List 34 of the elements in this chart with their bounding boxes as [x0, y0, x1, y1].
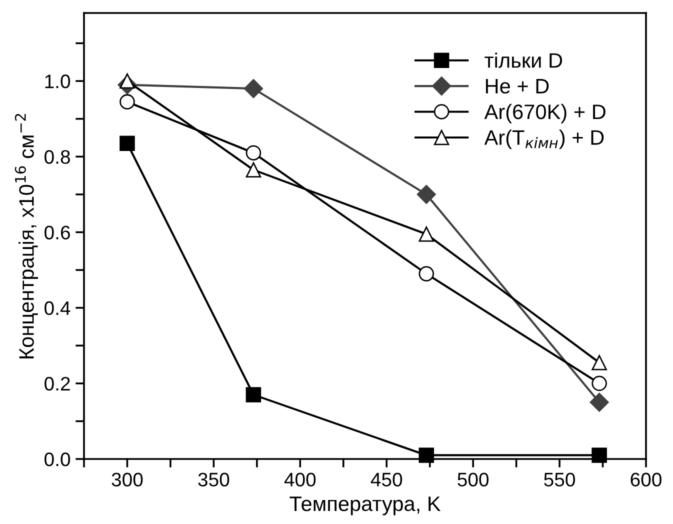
point: [590, 392, 609, 412]
y-tick-label: 0.0: [44, 452, 70, 466]
point: [120, 94, 135, 110]
y-tick-label: 0.2: [44, 376, 70, 391]
point: [120, 136, 135, 152]
point: [244, 79, 263, 98]
x-tick-label: 500: [458, 472, 489, 486]
point: [246, 387, 262, 402]
legend-label: тільки D: [484, 52, 562, 68]
point: [418, 266, 434, 282]
y-tick-label: 0.4: [44, 301, 70, 316]
point: [592, 354, 607, 370]
x-tick-label: 350: [198, 472, 230, 486]
x-tick-label: 450: [370, 472, 402, 486]
point: [418, 226, 434, 242]
y-tick-label: 0.8: [44, 150, 70, 164]
y-axis-title: Концентрація, x10$^{16}$ см$^{−2}$: [14, 114, 38, 358]
point: [592, 448, 607, 463]
point: [120, 73, 135, 89]
y-tick-label: 1.0: [45, 74, 70, 88]
x-tick-label: 400: [284, 472, 316, 486]
point: [416, 184, 436, 204]
point: [418, 448, 434, 463]
point: [592, 376, 607, 392]
point: [246, 145, 262, 160]
x-axis-title: Температура, K: [290, 496, 441, 516]
point: [246, 162, 262, 178]
y-tick-label: 0.6: [44, 226, 70, 240]
x-tick-label: 300: [112, 472, 143, 486]
legend-label: Ar(T$_{кімн}$) + D: [484, 130, 604, 150]
legend-label: Ar(670K) + D: [484, 104, 606, 124]
legend-label: He + D: [486, 79, 549, 94]
x-tick-label: 600: [630, 472, 662, 486]
x-tick-label: 550: [544, 472, 575, 486]
